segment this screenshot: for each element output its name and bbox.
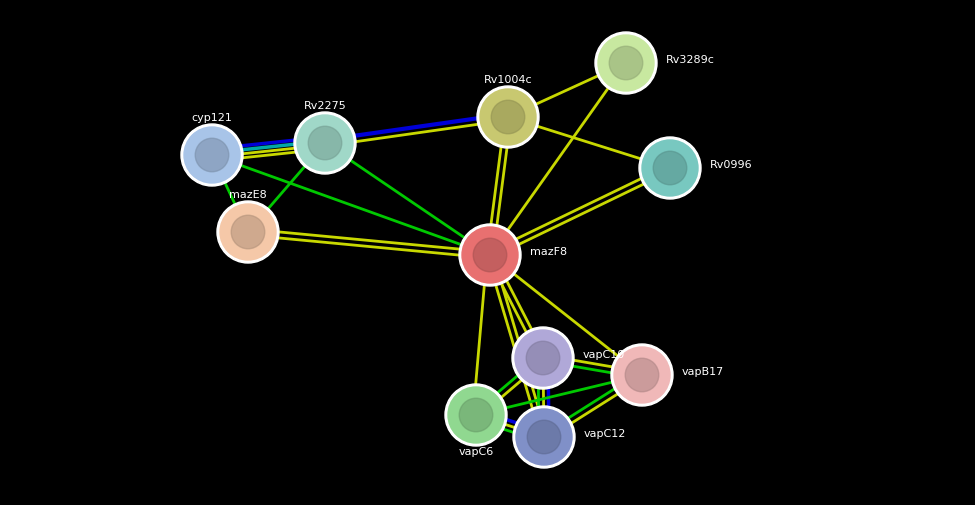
Circle shape	[611, 344, 673, 406]
Circle shape	[513, 406, 575, 468]
Text: Rv0996: Rv0996	[710, 160, 753, 170]
Circle shape	[459, 224, 521, 286]
Text: mazE8: mazE8	[229, 190, 267, 200]
Circle shape	[526, 341, 560, 375]
Circle shape	[445, 384, 507, 446]
Circle shape	[480, 89, 536, 145]
Text: Rv2275: Rv2275	[303, 101, 346, 111]
Circle shape	[294, 112, 356, 174]
Text: vapC6: vapC6	[458, 447, 493, 457]
Circle shape	[639, 137, 701, 199]
Circle shape	[308, 126, 342, 160]
Text: Rv1004c: Rv1004c	[484, 75, 532, 85]
Text: vapC10: vapC10	[583, 350, 625, 360]
Circle shape	[195, 138, 229, 172]
Text: mazF8: mazF8	[530, 247, 567, 257]
Circle shape	[181, 124, 243, 186]
Circle shape	[625, 358, 659, 392]
Circle shape	[217, 201, 279, 263]
Circle shape	[527, 420, 561, 454]
Circle shape	[614, 347, 670, 403]
Circle shape	[595, 32, 657, 94]
Circle shape	[515, 330, 571, 386]
Circle shape	[459, 398, 492, 432]
Circle shape	[220, 204, 276, 260]
Circle shape	[231, 215, 265, 249]
Text: vapB17: vapB17	[682, 367, 724, 377]
Circle shape	[642, 140, 698, 196]
Circle shape	[297, 115, 353, 171]
Circle shape	[473, 238, 507, 272]
Circle shape	[448, 387, 504, 443]
Circle shape	[653, 151, 686, 185]
Text: cyp121: cyp121	[191, 113, 232, 123]
Circle shape	[598, 35, 654, 91]
Circle shape	[516, 409, 572, 465]
Text: vapC12: vapC12	[584, 429, 626, 439]
Circle shape	[462, 227, 518, 283]
Text: Rv3289c: Rv3289c	[666, 55, 715, 65]
Circle shape	[477, 86, 539, 148]
Circle shape	[512, 327, 574, 389]
Circle shape	[491, 100, 525, 134]
Circle shape	[184, 127, 240, 183]
Circle shape	[609, 46, 643, 80]
